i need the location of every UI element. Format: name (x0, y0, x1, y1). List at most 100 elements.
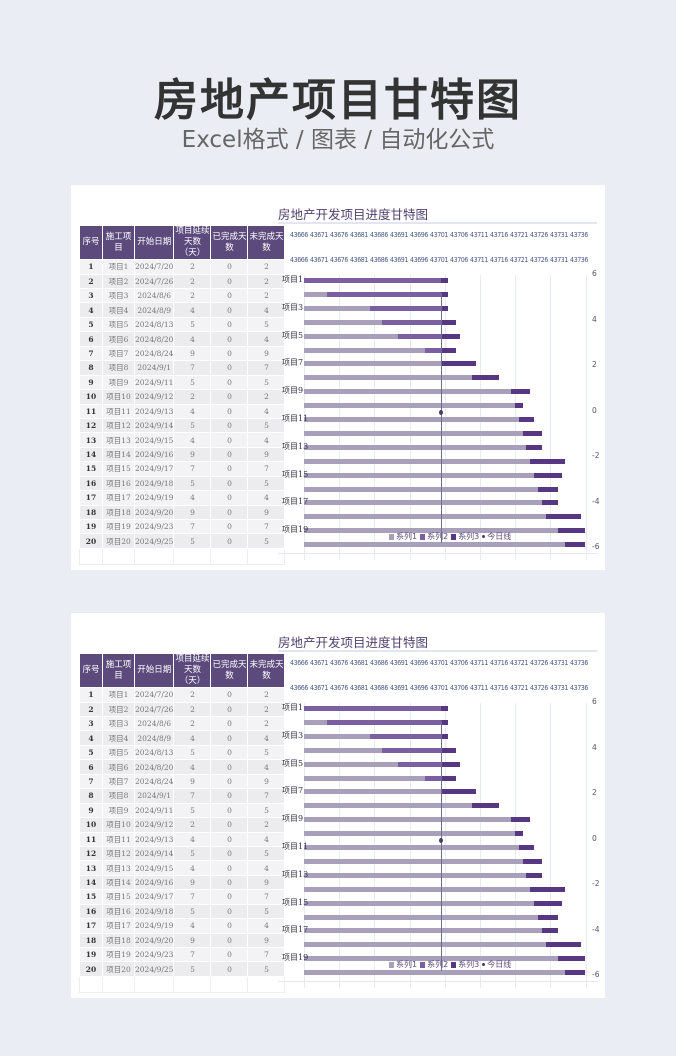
x-axis-tick: 43681 (349, 231, 369, 239)
table-row-empty (79, 975, 286, 993)
x-axis-tick-secondary: 43736 (569, 256, 589, 264)
bar-系列2-row1 (304, 706, 441, 711)
table-cell: 6 (79, 331, 103, 347)
bar-系列3-row4 (440, 319, 457, 325)
today-line (440, 293, 442, 543)
table-row: 15 项目15 2024/9/17 7 0 7 (79, 461, 286, 477)
x-axis-tick: 43686 (369, 231, 389, 239)
bar-系列2-row5 (397, 761, 441, 767)
x-axis-tick-secondary: 43721 (509, 684, 529, 692)
table-cell: 13 (79, 860, 103, 876)
table-cell: 项目16 (102, 475, 135, 492)
table-cell: 项目13 (102, 432, 135, 448)
table-cell: 2 (247, 701, 286, 718)
bar-系列3-row11 (518, 417, 535, 422)
gantt-panel: 序号 施工项目 开始日期 项目延续天数（天） 已完成天数 未完成天数 1 项目1 2024/7/… (71, 185, 605, 570)
bar-系列3-row13 (526, 872, 543, 878)
table-cell: 2024/9/17 (133, 461, 175, 477)
x-axis-tick: 43681 (349, 659, 369, 667)
bar-系列1-row13 (304, 872, 527, 878)
bar-系列3-row14 (530, 458, 566, 464)
table-cell: 2024/8/24 (133, 773, 175, 790)
table-cell: 4 (173, 490, 212, 506)
bar-系列3-row2 (440, 719, 449, 725)
table-row: 7 项目7 2024/8/24 9 0 9 (79, 345, 286, 362)
table-cell: 项目10 (102, 817, 135, 833)
x-axis-tick: 43701 (429, 231, 449, 239)
table-row-empty (79, 547, 286, 565)
bar-系列1-row18 (304, 514, 546, 520)
table-cell: 4 (247, 860, 286, 876)
schedule-table: 序号 施工项目 开始日期 项目延续天数（天） 已完成天数 未完成天数 1 项目1 2024/7/… (79, 652, 286, 993)
x-axis-tick-secondary: 43676 (329, 684, 349, 692)
table-cell: 2024/9/12 (133, 389, 175, 405)
table-cell: 2024/9/23 (133, 519, 175, 535)
table-cell: 7 (79, 345, 103, 362)
table-cell: 4 (247, 331, 286, 347)
chart-baseline (278, 981, 598, 982)
y-axis-tick: -4 (592, 924, 600, 934)
table-cell: 7 (173, 360, 212, 376)
table-row: 8 项目8 2024/9/1 7 0 7 (79, 788, 286, 804)
table-cell: 0 (210, 360, 249, 376)
bar-系列3-row18 (545, 514, 582, 520)
bar-系列3-row17 (542, 928, 558, 934)
table-cell: 项目11 (102, 831, 135, 847)
y-axis-tick: 6 (592, 697, 597, 706)
table-cell: 项目5 (102, 316, 135, 333)
table-cell: 5 (173, 417, 212, 434)
bar-系列3-row5 (440, 333, 461, 339)
table-row: 10 项目10 2024/9/12 2 0 2 (79, 389, 286, 405)
table-row: 6 项目6 2024/8/20 4 0 4 (79, 759, 286, 775)
today-line (440, 721, 442, 971)
table-cell: 7 (247, 519, 286, 535)
table-cell: 2024/9/16 (133, 446, 175, 463)
bar-系列3-row15 (534, 472, 562, 478)
table-cell: 7 (173, 947, 212, 963)
bar-系列3-row6 (440, 775, 457, 781)
table-cell: 4 (173, 918, 212, 934)
column-header: 项目延续天数（天） (173, 652, 212, 689)
table-cell: 0 (210, 831, 249, 847)
table-cell: 4 (247, 490, 286, 506)
table-cell: 14 (79, 446, 103, 463)
table-cell: 1 (79, 259, 103, 275)
table-cell: 2024/9/19 (133, 918, 175, 934)
table-cell: 2024/7/26 (133, 701, 175, 718)
x-axis-tick-secondary: 43676 (329, 256, 349, 264)
table-cell: 2024/9/19 (133, 490, 175, 506)
x-axis-tick: 43716 (489, 659, 509, 667)
gridline (550, 275, 552, 560)
table-cell: 15 (79, 461, 103, 477)
legend-swatch (420, 962, 426, 968)
x-axis-tick: 43711 (469, 659, 489, 667)
bar-系列3-row3 (440, 305, 449, 311)
table-cell: 4 (173, 331, 212, 347)
table-cell: 2 (247, 259, 286, 275)
table-cell: 11 (79, 831, 103, 847)
x-axis-tick-secondary: 43686 (369, 684, 389, 692)
bar-系列1-row11 (304, 417, 519, 422)
table-cell: 项目17 (102, 490, 135, 506)
bar-系列1-row15 (304, 472, 535, 478)
table-cell: 4 (247, 302, 286, 318)
table-cell: 0 (210, 947, 249, 963)
table-cell: 9 (173, 874, 212, 891)
x-axis-tick-secondary: 43711 (469, 256, 489, 264)
bar-系列1-row20 (304, 542, 566, 548)
table-row: 4 项目4 2024/8/9 4 0 4 (79, 302, 286, 318)
category-label: 项目7 (282, 358, 304, 368)
bar-系列3-row20 (565, 542, 585, 548)
bar-系列1-row7 (304, 361, 441, 367)
table-cell: 2024/7/20 (133, 687, 175, 703)
bar-系列3-row7 (440, 361, 476, 367)
table-row: 2 项目2 2024/7/26 2 0 2 (79, 273, 286, 290)
table-cell: 2 (173, 273, 212, 290)
table-cell: 10 (79, 817, 103, 833)
table-row: 20 项目20 2024/9/25 5 0 5 (79, 961, 286, 977)
table-cell: 2024/9/17 (133, 889, 175, 905)
table-cell: 2024/9/25 (133, 961, 175, 977)
table-cell: 项目15 (102, 889, 135, 905)
bar-系列2-row4 (382, 747, 441, 753)
x-axis-tick: 43721 (509, 231, 529, 239)
